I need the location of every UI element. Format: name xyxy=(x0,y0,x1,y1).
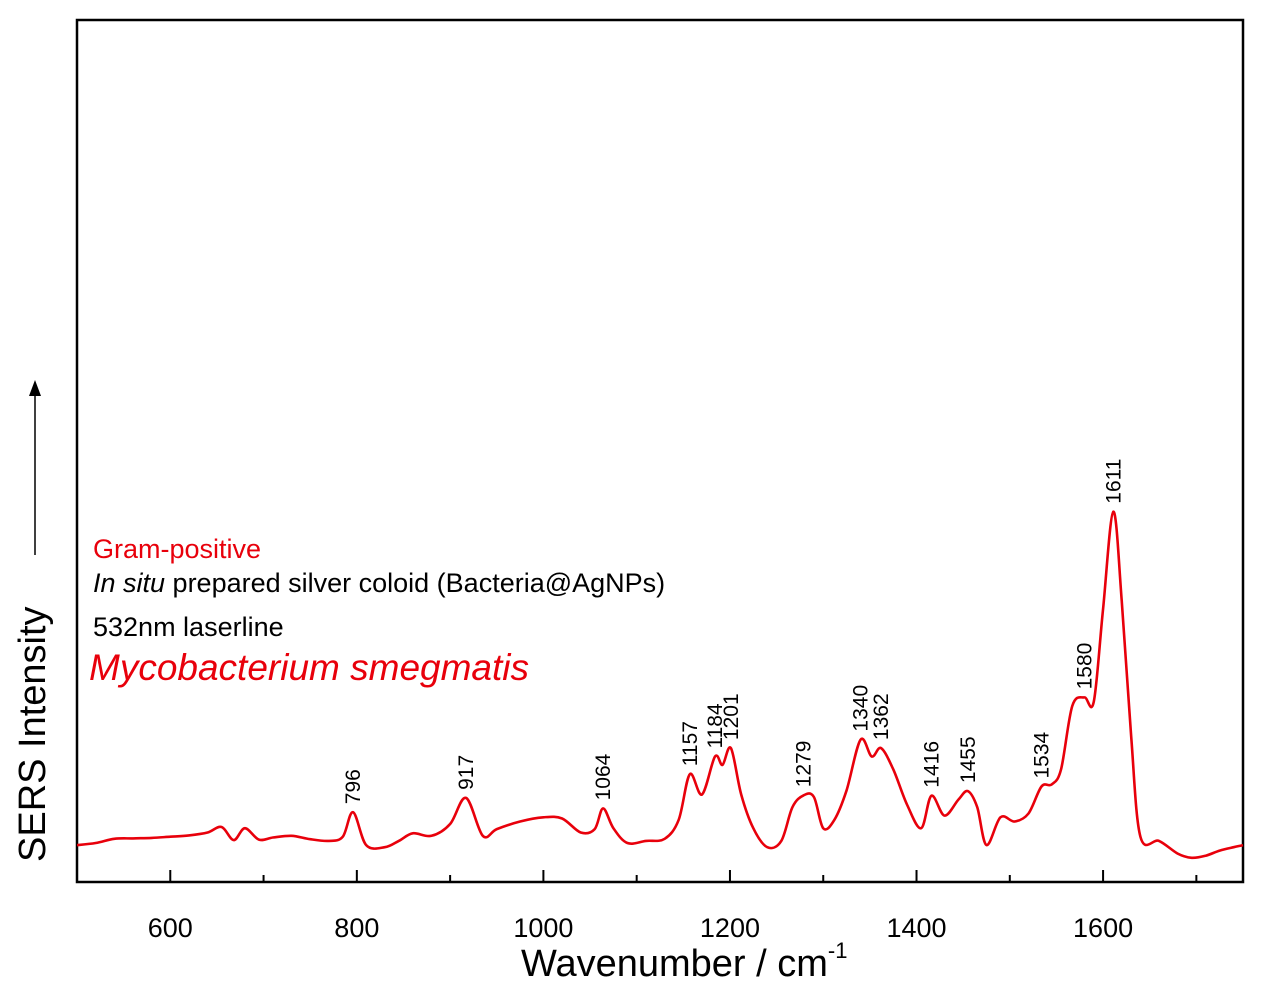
x-tick-label: 1200 xyxy=(700,913,760,943)
y-axis-arrow-head xyxy=(29,380,41,396)
peak-label: 917 xyxy=(455,755,478,790)
x-tick-label: 1400 xyxy=(886,913,946,943)
peak-label: 1534 xyxy=(1031,731,1054,778)
peak-label: 1184 xyxy=(704,703,727,748)
peak-label: 1340 xyxy=(850,685,873,732)
x-axis-ticks xyxy=(76,870,1198,882)
x-axis-label: Wavenumber / cm-1 xyxy=(521,938,847,985)
peak-label: 1157 xyxy=(679,721,702,766)
peak-label: 1455 xyxy=(957,736,980,783)
peak-label: 796 xyxy=(342,769,365,804)
annotation-laserline: 532nm laserline xyxy=(93,612,284,642)
peak-label: 1279 xyxy=(793,741,816,788)
x-tick-label: 1000 xyxy=(513,913,573,943)
y-axis-label: SERS Intensity xyxy=(12,606,54,862)
peak-label: 1611 xyxy=(1102,459,1125,504)
x-tick-label: 600 xyxy=(148,913,193,943)
spectrum-line xyxy=(76,510,1244,860)
annotation-colloid: In situ prepared silver coloid (Bacteria… xyxy=(93,568,665,598)
peak-label: 1362 xyxy=(870,693,893,740)
x-tick-label: 800 xyxy=(334,913,379,943)
annotation-in-situ: In situ xyxy=(93,568,165,598)
x-axis-label-superscript: -1 xyxy=(828,938,848,963)
x-axis-tick-labels: 600 800 1000 1200 1400 1600 xyxy=(148,913,1133,943)
peak-label: 1416 xyxy=(920,741,943,788)
peak-label: 1064 xyxy=(592,753,615,800)
plot-frame xyxy=(75,18,1245,884)
annotation-species: Mycobacterium smegmatis xyxy=(89,647,529,688)
x-tick-label: 1600 xyxy=(1073,913,1133,943)
peak-label: 1580 xyxy=(1073,643,1096,690)
annotation-gram-positive: Gram-positive xyxy=(93,534,261,564)
peak-label: 1201 xyxy=(720,693,743,740)
annotation-colloid-rest: prepared silver coloid (Bacteria@AgNPs) xyxy=(165,568,665,598)
